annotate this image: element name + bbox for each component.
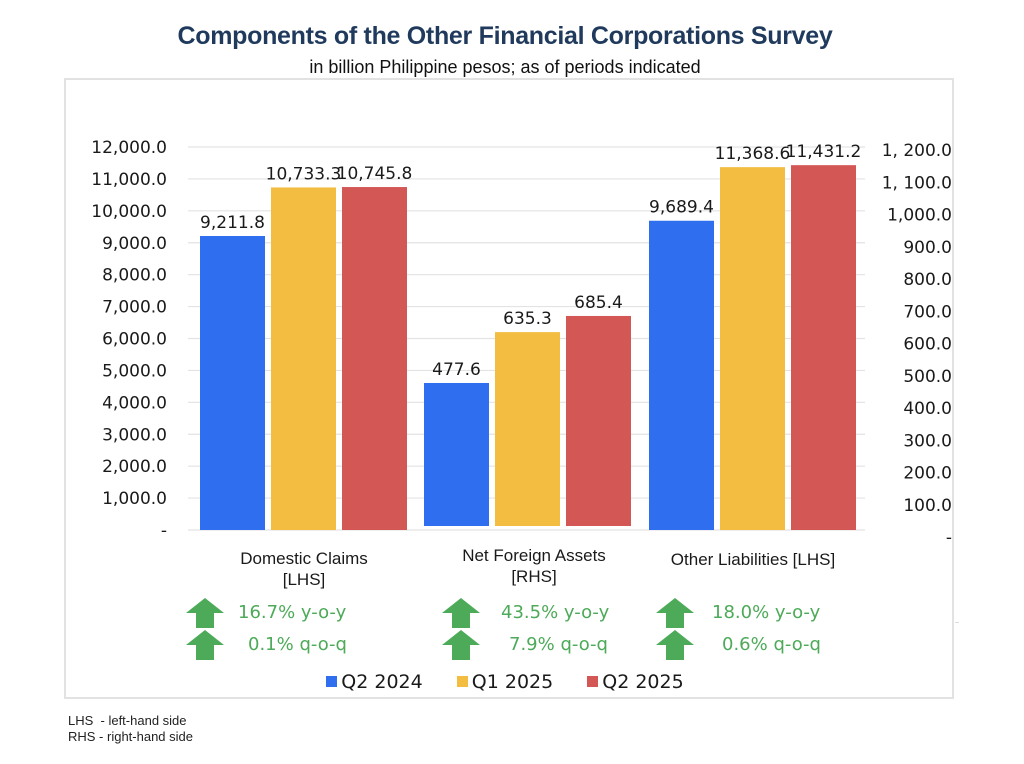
bar bbox=[342, 187, 407, 530]
category-label-line: Other Liabilities [LHS] bbox=[670, 550, 836, 569]
right-axis-tick-label: 900.0 bbox=[903, 238, 952, 258]
bar-value-label: 685.4 bbox=[574, 293, 623, 313]
legend-swatch bbox=[456, 676, 468, 687]
legend-item-q1-2025: Q1 2025 bbox=[456, 670, 554, 693]
left-axis-tick-label: 9,000.0 bbox=[102, 234, 167, 254]
bar-value-label: 11,368.6 bbox=[715, 144, 791, 164]
right-axis-tick-label: 1, 100.0 bbox=[882, 173, 952, 193]
category-label-line: Net Foreign Assets bbox=[462, 546, 606, 565]
bar-value-label: 635.3 bbox=[503, 309, 552, 329]
right-axis-tick-label: 1,000.0 bbox=[887, 206, 952, 226]
chart-frame bbox=[64, 78, 954, 699]
legend-item-q2-2024: Q2 2024 bbox=[326, 670, 423, 693]
growth-yoy: 18.0% y-o-y bbox=[712, 602, 821, 623]
category-label-line: [RHS] bbox=[511, 567, 557, 586]
bar-value-label: 9,689.4 bbox=[649, 198, 714, 218]
right-axis: - 100.0 200.0 300.0 400.0 500.0 600.0 700.0 800.… bbox=[882, 141, 952, 548]
arrow-up-icon bbox=[186, 598, 224, 628]
left-axis-tick-label: 7,000.0 bbox=[102, 298, 167, 318]
legend: Q2 2024 Q1 2025 Q2 2025 bbox=[0, 670, 1010, 693]
bar bbox=[720, 167, 785, 531]
right-axis-tick-label: 500.0 bbox=[903, 367, 952, 387]
arrow-up-icon bbox=[442, 630, 480, 660]
bar-value-label: 10,745.8 bbox=[337, 164, 413, 184]
right-axis-tick-label: 800.0 bbox=[903, 270, 952, 290]
left-axis-tick-label: 1,000.0 bbox=[102, 489, 167, 509]
left-axis-tick-label: 10,000.0 bbox=[91, 202, 167, 222]
bars bbox=[200, 165, 856, 531]
growth-qoq: 7.9% q-o-q bbox=[509, 634, 608, 655]
category-label: Net Foreign Assets [RHS] bbox=[434, 545, 634, 587]
legend-item-q2-2025: Q2 2025 bbox=[587, 670, 684, 693]
arrow-up-icon bbox=[442, 598, 480, 628]
bar-value-label: 477.6 bbox=[432, 360, 481, 380]
footnote-lhs: LHS - left-hand side bbox=[68, 713, 187, 728]
footnotes: LHS - left-hand side RHS - right-hand si… bbox=[68, 713, 193, 745]
legend-swatch bbox=[587, 676, 599, 687]
right-axis-tick-label: 200.0 bbox=[903, 464, 952, 484]
growth-qoq: 0.1% q-o-q bbox=[248, 634, 347, 655]
left-axis-tick-label: 12,000.0 bbox=[91, 138, 167, 158]
left-axis-tick-label: 6,000.0 bbox=[102, 330, 167, 350]
bar bbox=[649, 220, 714, 530]
right-axis-tick-label: 100.0 bbox=[903, 496, 952, 516]
bar bbox=[271, 187, 336, 531]
arrow-up-icon bbox=[186, 630, 224, 660]
left-axis-tick-label: 3,000.0 bbox=[102, 425, 167, 445]
footnote-rhs: RHS - right-hand side bbox=[68, 729, 193, 744]
bar-value-label: 11,431.2 bbox=[786, 142, 862, 162]
left-axis-tick-label: 11,000.0 bbox=[91, 170, 167, 190]
left-axis: - 1,000.0 2,000.0 3,000.0 4,000.0 5,000.0 6,00… bbox=[91, 138, 167, 541]
bar bbox=[495, 332, 560, 526]
legend-label: Q2 2025 bbox=[602, 670, 684, 693]
category-label-line: Domestic Claims bbox=[240, 549, 368, 568]
bar bbox=[566, 315, 631, 526]
right-axis-tick-label: 1, 200.0 bbox=[882, 141, 952, 161]
bar-value-label: 10,733.3 bbox=[266, 164, 342, 184]
right-axis-tick-label: 600.0 bbox=[903, 335, 952, 355]
bar bbox=[200, 235, 265, 530]
bar-labels: 9,211.8 10,733.310,745.8 477.6 635.3 685.4 9,… bbox=[200, 142, 861, 380]
bar bbox=[791, 165, 856, 530]
bar bbox=[424, 382, 489, 526]
left-axis-tick-label: 5,000.0 bbox=[102, 361, 167, 381]
legend-label: Q2 2024 bbox=[341, 670, 423, 693]
chart-title: Components of the Other Financial Corpor… bbox=[177, 22, 833, 50]
chart-subtitle: in billion Philippine pesos; as of perio… bbox=[309, 57, 701, 77]
arrow-up-icon bbox=[656, 598, 694, 628]
category-label: Other Liabilities [LHS] bbox=[633, 549, 873, 570]
growth-qoq: 0.6% q-o-q bbox=[722, 634, 821, 655]
left-axis-tick-label: - bbox=[161, 521, 167, 541]
growth-yoy: 16.7% y-o-y bbox=[238, 602, 347, 623]
left-axis-tick-label: 2,000.0 bbox=[102, 457, 167, 477]
right-axis-tick-label: 300.0 bbox=[903, 431, 952, 451]
category-label-line: [LHS] bbox=[282, 570, 326, 589]
bar-value-label: 9,211.8 bbox=[200, 213, 265, 233]
growth-yoy: 43.5% y-o-y bbox=[501, 602, 610, 623]
category-label: Domestic Claims [LHS] bbox=[204, 548, 404, 590]
arrow-up-icon bbox=[656, 630, 694, 660]
right-axis-tick-label: 400.0 bbox=[903, 399, 952, 419]
right-axis-tick-label: - bbox=[946, 528, 952, 548]
left-axis-tick-label: 8,000.0 bbox=[102, 266, 167, 286]
legend-label: Q1 2025 bbox=[471, 670, 554, 693]
right-axis-tick-label: 700.0 bbox=[903, 302, 952, 322]
legend-swatch bbox=[326, 676, 338, 687]
frame-tick bbox=[955, 622, 959, 623]
left-axis-tick-label: 4,000.0 bbox=[102, 393, 167, 413]
